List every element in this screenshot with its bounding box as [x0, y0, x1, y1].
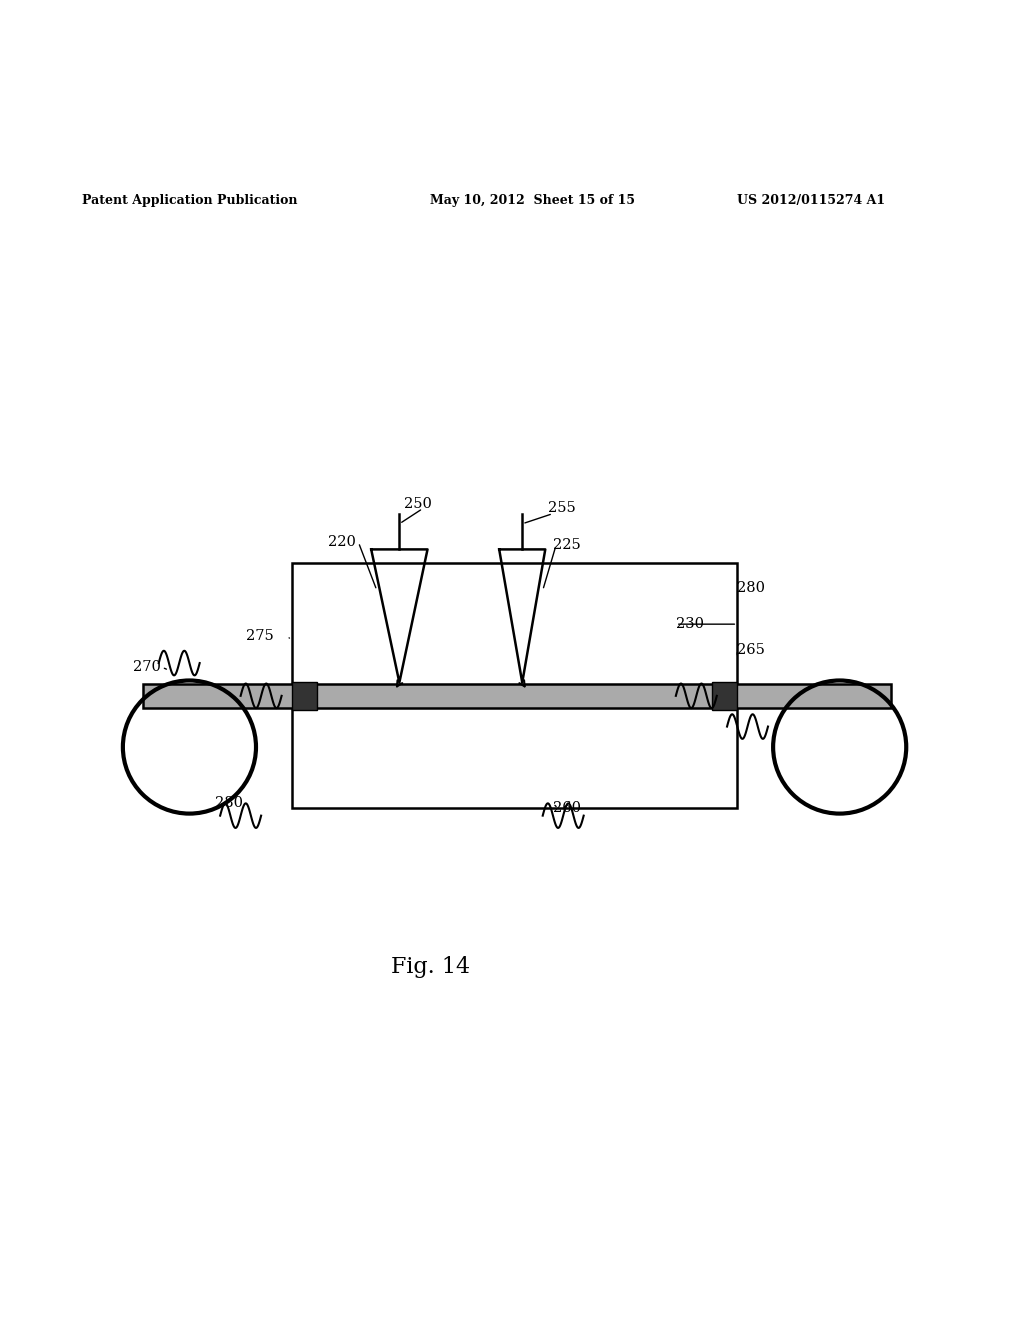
Text: 275: 275 [246, 630, 273, 643]
Text: 260: 260 [553, 801, 581, 816]
Text: 280: 280 [215, 796, 243, 810]
Text: 230: 230 [676, 618, 703, 631]
Text: 220: 220 [328, 535, 355, 549]
Text: 225: 225 [553, 539, 581, 552]
Bar [143, 684, 891, 708]
Text: 250: 250 [404, 498, 432, 511]
Text: 265: 265 [737, 643, 765, 657]
Text: 270: 270 [133, 660, 161, 675]
Text: US 2012/0115274 A1: US 2012/0115274 A1 [737, 194, 886, 207]
Text: Patent Application Publication: Patent Application Publication [82, 194, 297, 207]
Bar [292, 681, 317, 710]
Bar [712, 681, 737, 710]
Text: 255: 255 [548, 502, 575, 515]
Text: Fig. 14: Fig. 14 [390, 956, 470, 978]
Text: 280: 280 [737, 581, 765, 595]
Text: May 10, 2012  Sheet 15 of 15: May 10, 2012 Sheet 15 of 15 [430, 194, 635, 207]
